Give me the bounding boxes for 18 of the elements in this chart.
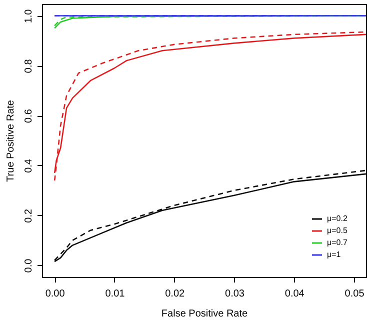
y-tick-label: 0.8 — [24, 58, 34, 74]
x-tick-label: 0.01 — [105, 288, 126, 300]
x-tick-label: 0.04 — [284, 288, 305, 300]
legend-label: μ=0.7 — [327, 238, 348, 247]
x-tick-label: 0.05 — [344, 288, 365, 300]
y-tick-label: 0.2 — [24, 208, 34, 223]
y-tick-label: 0.4 — [24, 158, 34, 173]
legend-label: μ=0.2 — [327, 214, 348, 223]
legend-label: μ=0.5 — [327, 226, 348, 235]
x-tick-label: 0.00 — [45, 288, 66, 300]
y-tick-label: 0.6 — [24, 108, 34, 123]
x-tick-label: 0.03 — [225, 288, 245, 300]
y-tick-label: 0.0 — [24, 258, 34, 273]
legend-label: μ=1 — [327, 250, 342, 259]
x-tick-label: 0.02 — [165, 288, 186, 300]
x-axis-title: False Positive Rate — [161, 308, 248, 320]
y-tick-label: 1.0 — [24, 8, 34, 24]
y-axis-title: True Positive Rate — [6, 100, 16, 182]
